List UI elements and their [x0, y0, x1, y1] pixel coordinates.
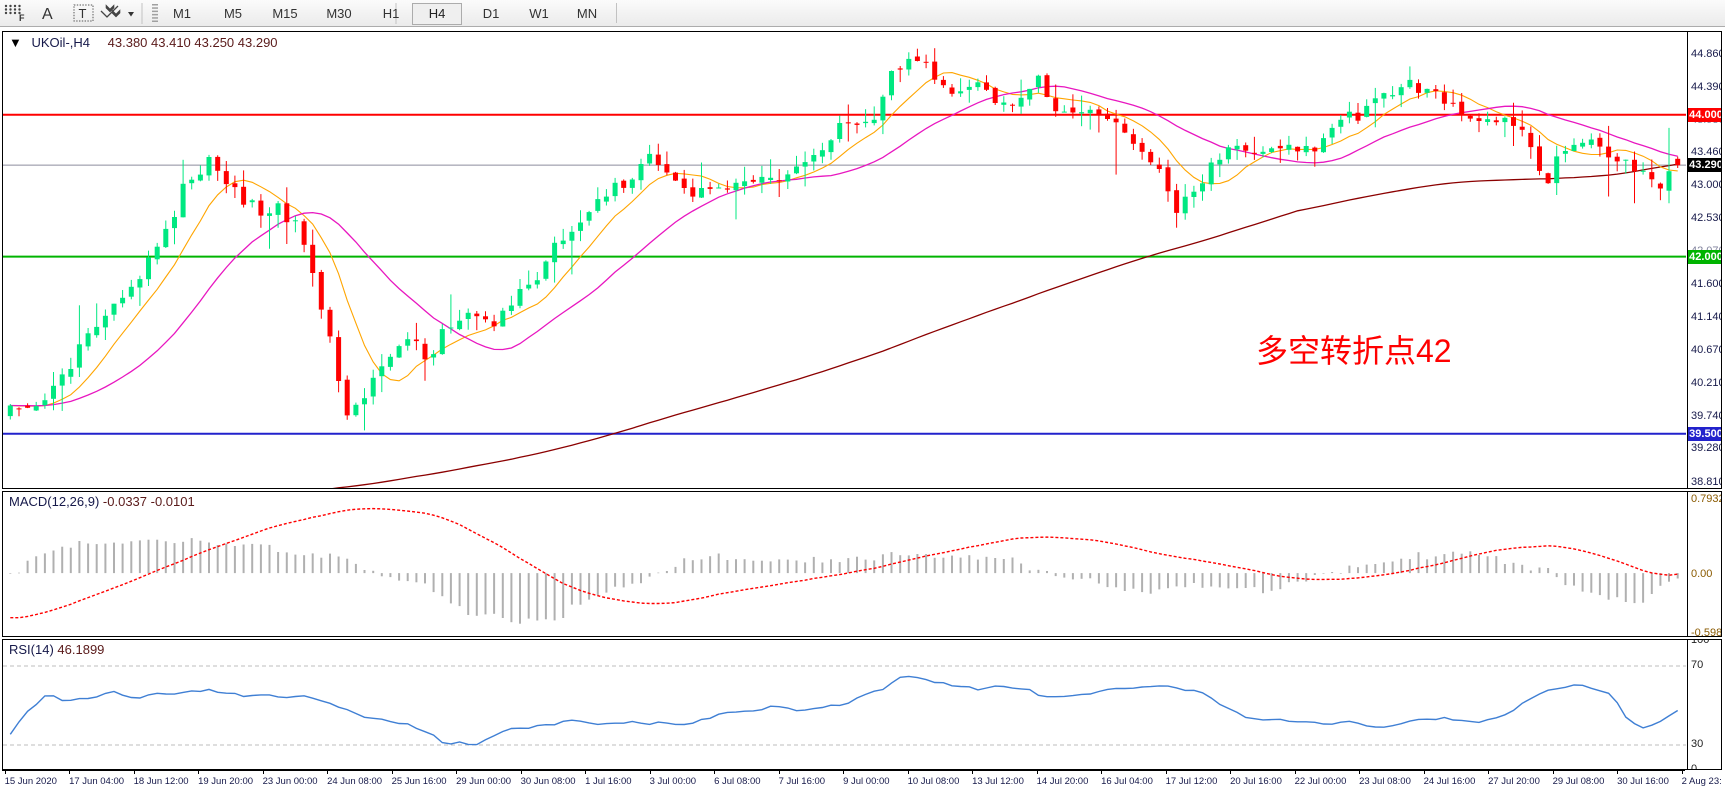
svg-text:多空转折点42: 多空转折点42: [1256, 333, 1452, 369]
svg-text:A: A: [42, 6, 53, 23]
svg-text:T: T: [79, 6, 87, 21]
svg-text:F: F: [19, 13, 25, 23]
